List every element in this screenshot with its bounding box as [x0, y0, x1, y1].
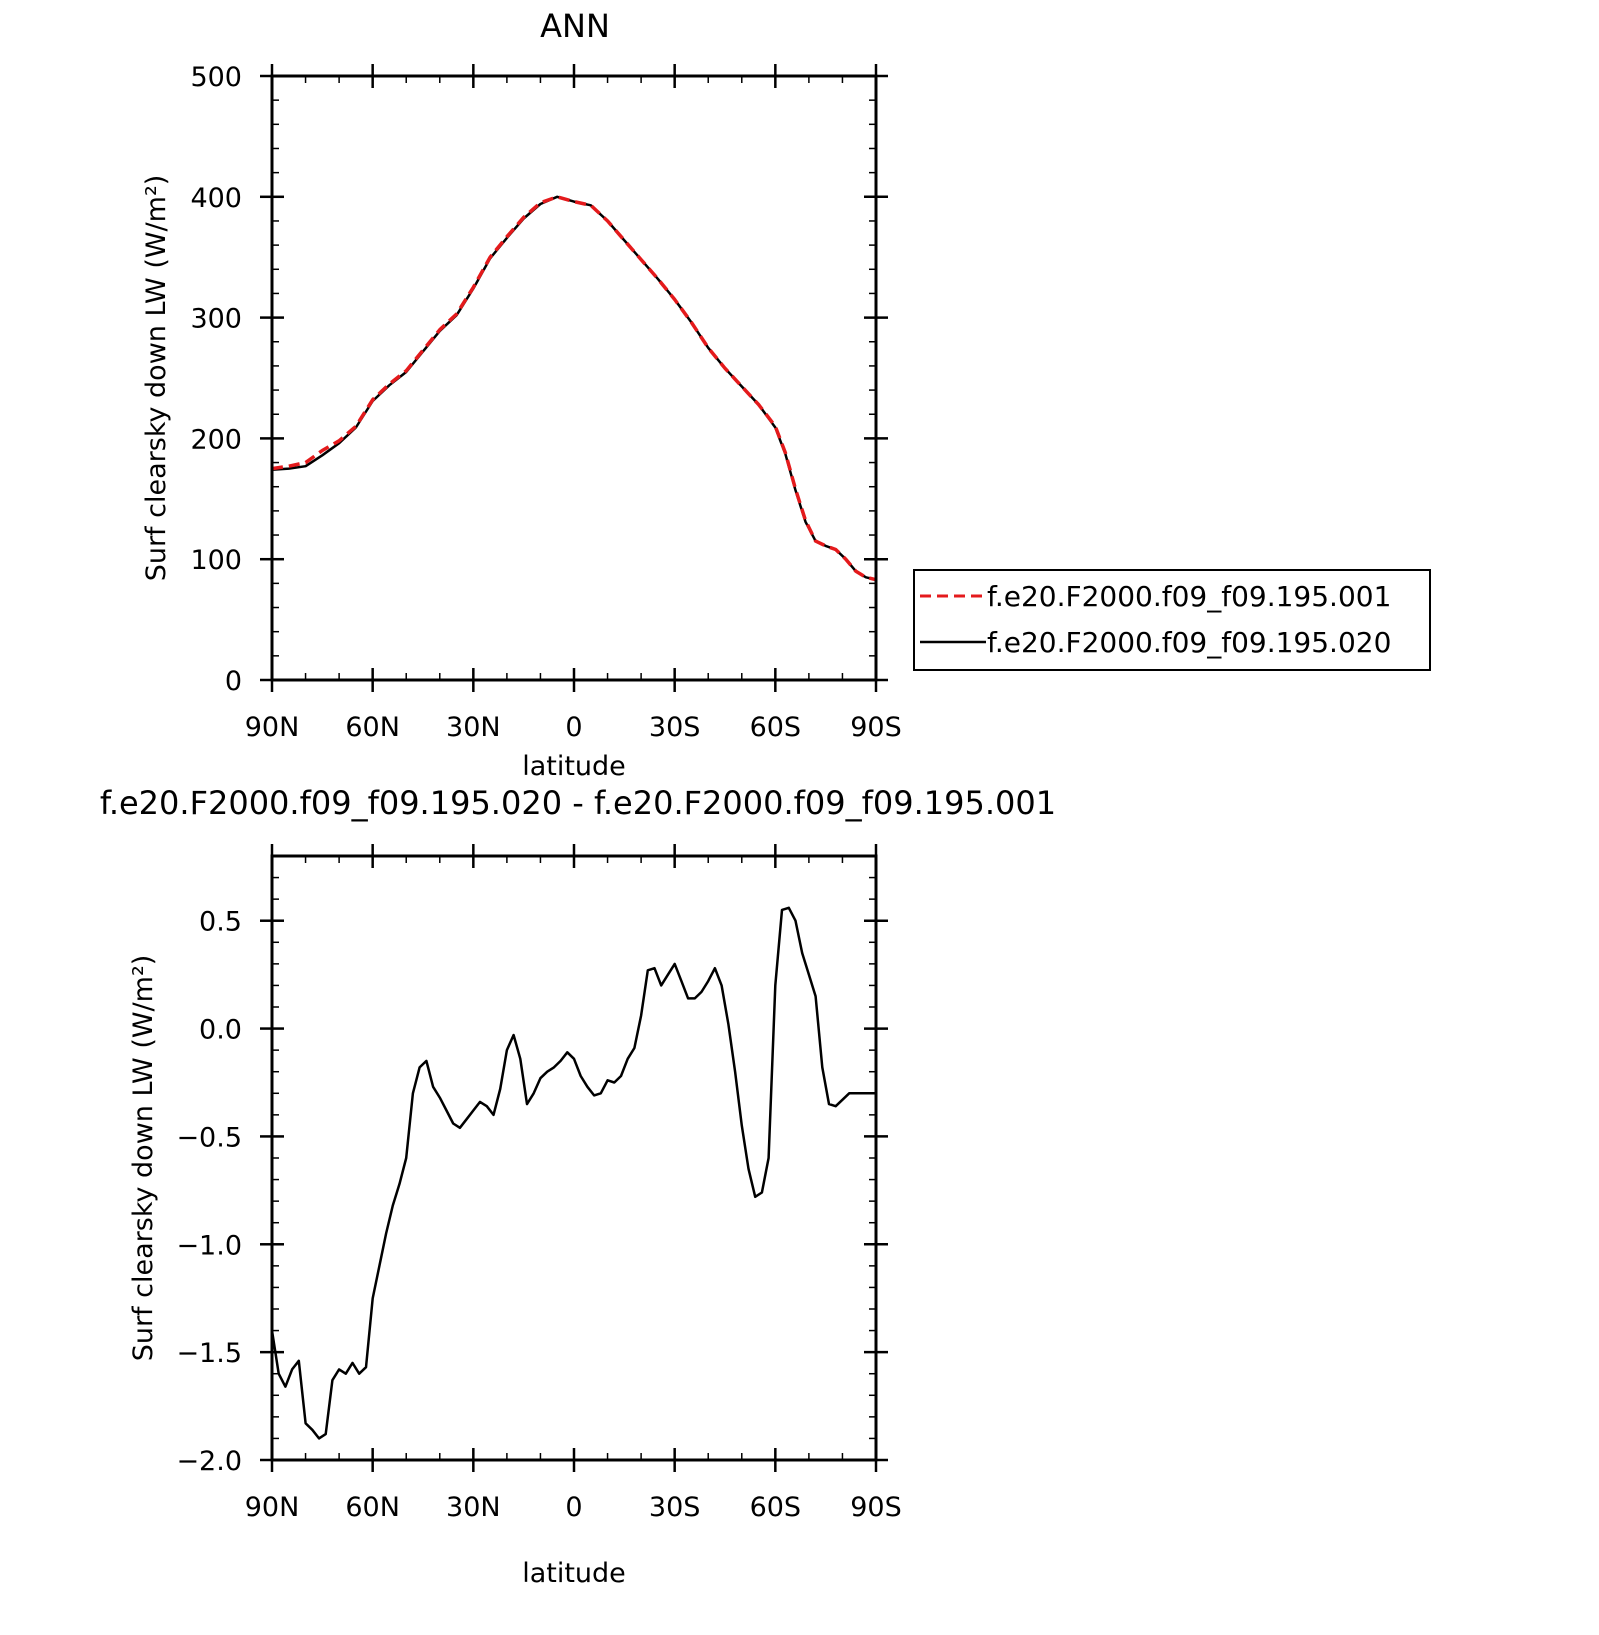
bottom-x-tick-label: 30N [446, 1492, 501, 1523]
top-y-axis-title: Surf clearsky down LW (W/m²) [141, 175, 172, 582]
bottom-x-tick-label: 60S [750, 1492, 802, 1523]
top-chart-title: ANN [540, 7, 610, 45]
bottom-y-tick-label: −0.5 [176, 1122, 242, 1153]
bottom-x-tick-label: 90N [245, 1492, 300, 1523]
bottom-y-axis-title: Surf clearsky down LW (W/m²) [128, 955, 159, 1362]
legend-label-001: f.e20.F2000.f09_f09.195.001 [987, 580, 1391, 613]
top-x-tick-label: 0 [565, 712, 582, 743]
bottom-line-chart: f.e20.F2000.f09_f09.195.020 - f.e20.F200… [100, 784, 1056, 1589]
top-y-tick-label: 0 [225, 666, 242, 697]
top-x-tick-label: 60S [750, 712, 802, 743]
top-y-tick-label: 100 [190, 545, 242, 576]
bottom-series-line-0 [270, 906, 876, 1440]
bottom-y-tick-label: −1.5 [176, 1338, 242, 1369]
top-plot-frame [270, 74, 878, 682]
top-series-line-0 [271, 195, 877, 582]
legend: f.e20.F2000.f09_f09.195.001 f.e20.F2000.… [913, 569, 1431, 671]
top-y-tick-label: 200 [190, 424, 242, 455]
legend-label-020: f.e20.F2000.f09_f09.195.020 [987, 626, 1391, 659]
bottom-x-tick-label: 90S [850, 1492, 902, 1523]
bottom-y-tick-label: −2.0 [176, 1446, 242, 1477]
bottom-x-tick-label: 30S [649, 1492, 701, 1523]
top-x-axis-title: latitude [522, 751, 626, 782]
top-series-line-1 [271, 195, 877, 581]
top-x-tick-label: 30S [649, 712, 701, 743]
bottom-chart-title: f.e20.F2000.f09_f09.195.020 - f.e20.F200… [100, 784, 1056, 822]
bottom-x-axis-title: latitude [522, 1558, 626, 1589]
top-x-tick-label: 60N [345, 712, 400, 743]
top-x-tick-label: 90S [850, 712, 902, 743]
bottom-x-tick-label: 60N [345, 1492, 400, 1523]
bottom-y-tick-label: −1.0 [176, 1230, 242, 1261]
bottom-y-tick-label: 0.5 [199, 907, 242, 938]
top-y-tick-label: 400 [190, 183, 242, 214]
bottom-plot-frame [270, 854, 878, 1462]
bottom-x-tick-label: 0 [565, 1492, 582, 1523]
top-x-tick-label: 90N [245, 712, 300, 743]
top-x-tick-label: 30N [446, 712, 501, 743]
top-y-tick-label: 300 [190, 304, 242, 335]
top-line-chart: ANN 90N 60N 30N 0 30S 60S 90S0100200300400500 … [141, 7, 902, 782]
top-y-tick-label: 500 [190, 62, 242, 93]
bottom-y-tick-label: 0.0 [199, 1015, 242, 1046]
legend-frame [913, 569, 1431, 671]
